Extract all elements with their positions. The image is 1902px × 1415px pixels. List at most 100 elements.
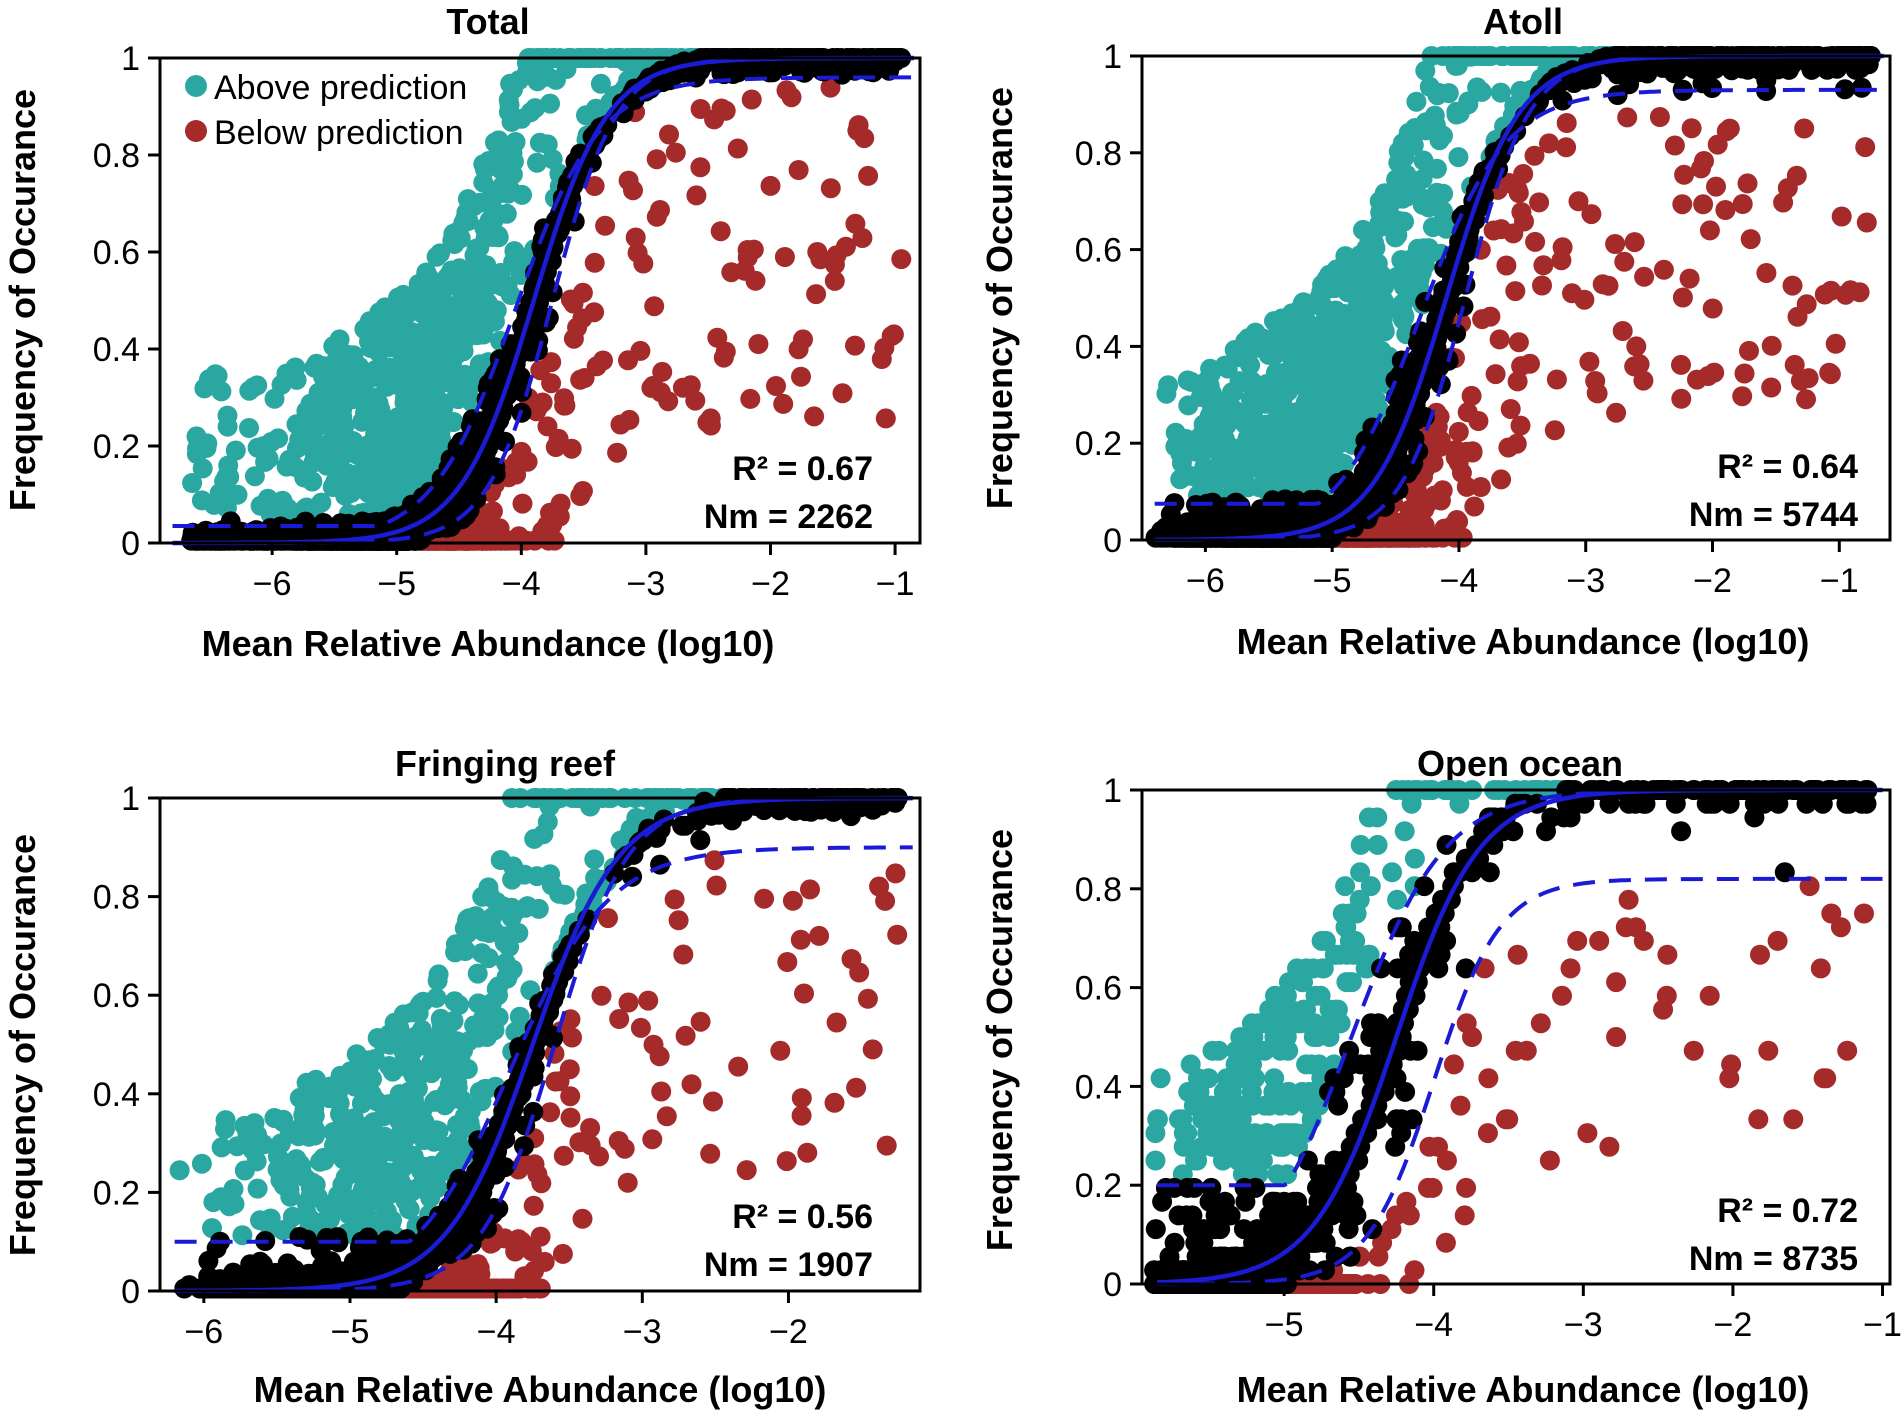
data-point <box>532 392 553 413</box>
data-point <box>618 170 639 191</box>
data-point <box>1626 336 1647 357</box>
data-point <box>1649 107 1670 127</box>
data-point <box>610 414 631 435</box>
data-point <box>1855 137 1876 158</box>
data-point <box>1612 321 1633 341</box>
data-point <box>1674 164 1695 185</box>
data-point <box>1403 269 1424 290</box>
data-point <box>194 378 215 399</box>
data-point <box>1739 340 1759 361</box>
x-tick-label: −2 <box>751 565 790 603</box>
data-point <box>1483 220 1504 241</box>
data-point <box>1448 421 1469 442</box>
data-point <box>1592 274 1613 295</box>
data-point <box>659 124 679 145</box>
data-point <box>766 376 786 396</box>
data-point <box>244 466 265 487</box>
y-tick-label: 0 <box>121 525 140 563</box>
data-point <box>1468 411 1489 431</box>
data-point <box>541 373 562 394</box>
data-point <box>483 227 504 247</box>
data-point <box>488 130 509 151</box>
data-point <box>563 291 584 312</box>
legend-marker-below <box>185 120 207 142</box>
data-point <box>1605 234 1626 254</box>
data-point <box>1445 440 1466 460</box>
data-point <box>1653 259 1674 280</box>
nm-label: Nm = 2262 <box>704 498 873 536</box>
data-point <box>1415 120 1436 141</box>
x-tick-label: −1 <box>876 565 915 603</box>
data-point <box>1507 179 1528 200</box>
data-point <box>686 185 707 206</box>
data-point <box>423 360 444 381</box>
data-point <box>1787 306 1808 327</box>
data-point <box>1396 251 1417 272</box>
data-point <box>823 250 844 271</box>
data-point <box>584 302 605 323</box>
data-point <box>1510 415 1531 436</box>
data-point <box>788 160 809 180</box>
data-point <box>512 493 533 514</box>
data-point <box>607 442 628 463</box>
data-point <box>1732 194 1753 214</box>
data-point <box>264 388 285 409</box>
data-point <box>871 349 892 369</box>
data-point <box>449 383 470 404</box>
data-point <box>1506 433 1527 454</box>
data-point <box>1184 441 1205 462</box>
data-point <box>343 431 364 452</box>
data-point <box>1268 442 1289 462</box>
data-point <box>1694 151 1714 171</box>
data-point <box>511 108 532 129</box>
data-point <box>1520 353 1540 374</box>
data-point <box>1345 334 1366 355</box>
data-point <box>1368 287 1389 308</box>
data-point <box>399 450 420 471</box>
data-point <box>881 326 902 346</box>
data-point <box>776 80 797 101</box>
data-point <box>1464 496 1485 517</box>
data-point <box>1614 251 1635 272</box>
data-point <box>748 334 769 354</box>
data-point <box>250 495 271 516</box>
data-point <box>835 236 856 257</box>
data-point <box>435 410 456 431</box>
data-point <box>1734 363 1755 384</box>
data-point <box>1606 402 1627 423</box>
data-point <box>1405 508 1426 529</box>
panel-title: Total <box>446 1 529 42</box>
data-point <box>1544 420 1565 441</box>
data-point <box>417 314 438 335</box>
data-point <box>1448 147 1469 168</box>
data-point <box>1288 307 1309 328</box>
data-point <box>1422 527 1443 548</box>
y-tick-label: 0.4 <box>93 331 140 369</box>
y-tick-label: 0.8 <box>93 137 140 175</box>
data-point <box>296 415 317 436</box>
data-point <box>1489 329 1510 350</box>
data-point <box>504 456 525 477</box>
data-point <box>1533 255 1554 276</box>
data-point <box>1782 275 1803 296</box>
data-point <box>711 98 732 119</box>
data-point <box>806 284 827 305</box>
data-point <box>329 329 350 350</box>
data-point <box>439 351 460 372</box>
data-point <box>243 377 264 398</box>
data-point <box>1433 125 1453 146</box>
data-point <box>1447 55 1468 76</box>
data-point <box>268 428 289 449</box>
r-squared-label: R² = 0.67 <box>732 450 873 488</box>
data-point <box>1629 354 1650 375</box>
data-point <box>360 407 380 428</box>
data-point <box>455 530 476 551</box>
data-point <box>1737 173 1758 194</box>
data-point <box>1796 389 1816 410</box>
data-point <box>464 245 485 266</box>
data-point <box>1529 192 1550 213</box>
data-point <box>1546 369 1567 390</box>
data-point <box>411 411 432 432</box>
data-point <box>1433 183 1454 204</box>
